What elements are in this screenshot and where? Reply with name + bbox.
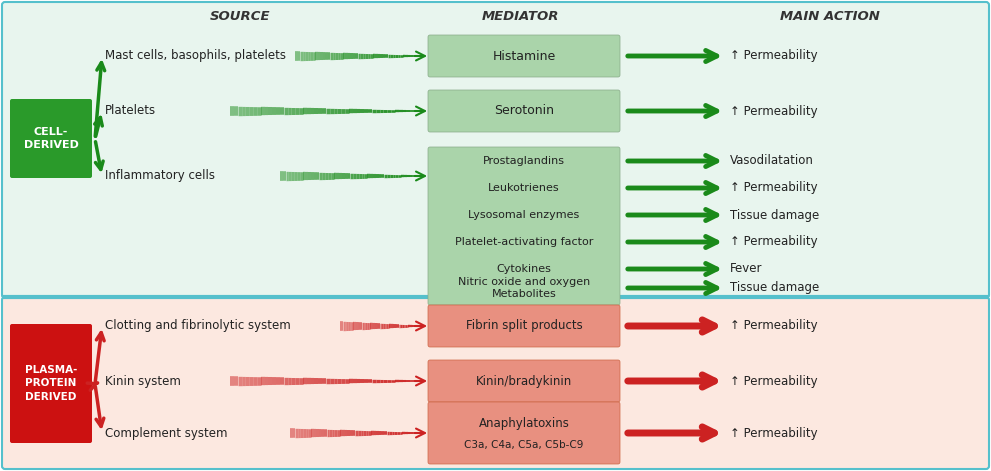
Text: Vasodilatation: Vasodilatation bbox=[730, 154, 814, 168]
Text: Mast cells, basophils, platelets: Mast cells, basophils, platelets bbox=[105, 49, 286, 63]
Text: Complement system: Complement system bbox=[105, 427, 228, 439]
Text: Cytokines: Cytokines bbox=[496, 264, 551, 274]
Text: MAIN ACTION: MAIN ACTION bbox=[780, 9, 880, 23]
Text: ↑ Permeability: ↑ Permeability bbox=[730, 319, 818, 333]
Text: C3a, C4a, C5a, C5b-C9: C3a, C4a, C5a, C5b-C9 bbox=[465, 440, 584, 450]
FancyBboxPatch shape bbox=[2, 297, 989, 469]
Text: Fever: Fever bbox=[730, 262, 762, 276]
Text: Prostaglandins: Prostaglandins bbox=[483, 156, 565, 166]
Text: Serotonin: Serotonin bbox=[494, 105, 554, 117]
Text: Platelet-activating factor: Platelet-activating factor bbox=[455, 237, 594, 247]
Text: Platelets: Platelets bbox=[105, 105, 157, 117]
Text: ↑ Permeability: ↑ Permeability bbox=[730, 427, 818, 439]
FancyBboxPatch shape bbox=[428, 305, 620, 347]
Text: ↑ Permeability: ↑ Permeability bbox=[730, 105, 818, 117]
Text: Lysosomal enzymes: Lysosomal enzymes bbox=[469, 210, 580, 220]
Text: Tissue damage: Tissue damage bbox=[730, 282, 820, 294]
Text: Inflammatory cells: Inflammatory cells bbox=[105, 170, 215, 182]
FancyBboxPatch shape bbox=[428, 35, 620, 77]
FancyBboxPatch shape bbox=[428, 90, 620, 132]
Text: Tissue damage: Tissue damage bbox=[730, 209, 820, 221]
FancyBboxPatch shape bbox=[428, 402, 620, 464]
Text: ↑ Permeability: ↑ Permeability bbox=[730, 236, 818, 249]
Text: Nitric oxide and oxygen
Metabolites: Nitric oxide and oxygen Metabolites bbox=[458, 277, 590, 299]
Text: Clotting and fibrinolytic system: Clotting and fibrinolytic system bbox=[105, 319, 290, 333]
Text: SOURCE: SOURCE bbox=[210, 9, 271, 23]
Text: Anaphylatoxins: Anaphylatoxins bbox=[479, 416, 570, 430]
Text: ↑ Permeability: ↑ Permeability bbox=[730, 49, 818, 63]
Text: Leukotrienes: Leukotrienes bbox=[489, 183, 560, 193]
FancyBboxPatch shape bbox=[10, 324, 92, 443]
Text: ↑ Permeability: ↑ Permeability bbox=[730, 374, 818, 388]
FancyBboxPatch shape bbox=[10, 99, 92, 178]
Text: ↑ Permeability: ↑ Permeability bbox=[730, 181, 818, 195]
Text: CELL-
DERIVED: CELL- DERIVED bbox=[24, 127, 78, 150]
FancyBboxPatch shape bbox=[428, 360, 620, 402]
Text: Kinin system: Kinin system bbox=[105, 374, 181, 388]
FancyBboxPatch shape bbox=[428, 147, 620, 305]
Text: Histamine: Histamine bbox=[493, 49, 556, 63]
FancyBboxPatch shape bbox=[2, 2, 989, 298]
Text: Fibrin split products: Fibrin split products bbox=[466, 319, 583, 333]
Text: Kinin/bradykinin: Kinin/bradykinin bbox=[476, 374, 572, 388]
Text: MEDIATOR: MEDIATOR bbox=[482, 9, 559, 23]
Text: PLASMA-
PROTEIN
DERIVED: PLASMA- PROTEIN DERIVED bbox=[25, 365, 77, 402]
